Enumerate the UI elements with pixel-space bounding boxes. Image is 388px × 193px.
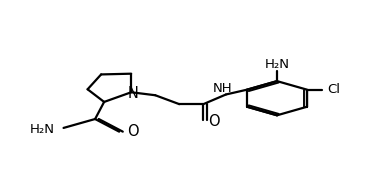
- Text: N: N: [128, 85, 139, 101]
- Text: O: O: [208, 114, 220, 130]
- Text: H₂N: H₂N: [265, 58, 289, 70]
- Text: O: O: [127, 124, 139, 139]
- Text: H₂N: H₂N: [29, 123, 54, 136]
- Text: Cl: Cl: [327, 83, 341, 96]
- Text: NH: NH: [213, 82, 233, 95]
